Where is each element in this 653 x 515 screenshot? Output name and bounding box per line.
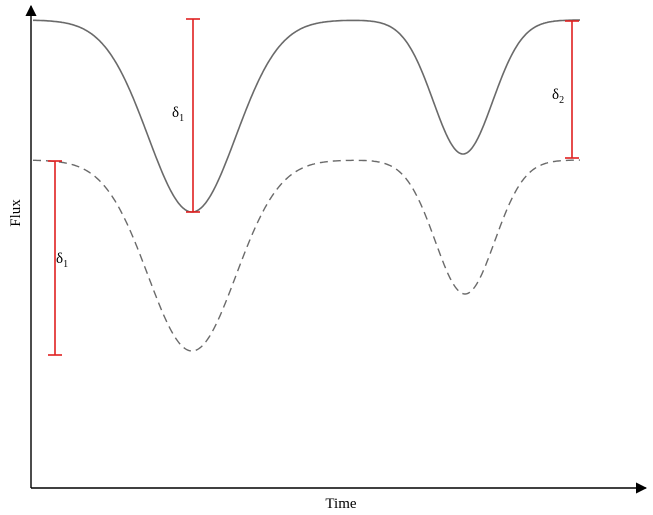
delta-2-label: δ2 [552,87,564,106]
delta-1-upper-label: δ1 [172,105,184,124]
secondary-light-curve [33,159,580,352]
primary-light-curve [33,19,580,213]
x-axis-label: Time [325,496,356,512]
y-axis-label: Flux [8,199,24,227]
delta-1-upper-marker [186,18,200,213]
delta-1-lower-marker [48,160,62,356]
delta-1-lower-label: δ1 [56,251,68,270]
delta-2-marker [565,20,579,159]
